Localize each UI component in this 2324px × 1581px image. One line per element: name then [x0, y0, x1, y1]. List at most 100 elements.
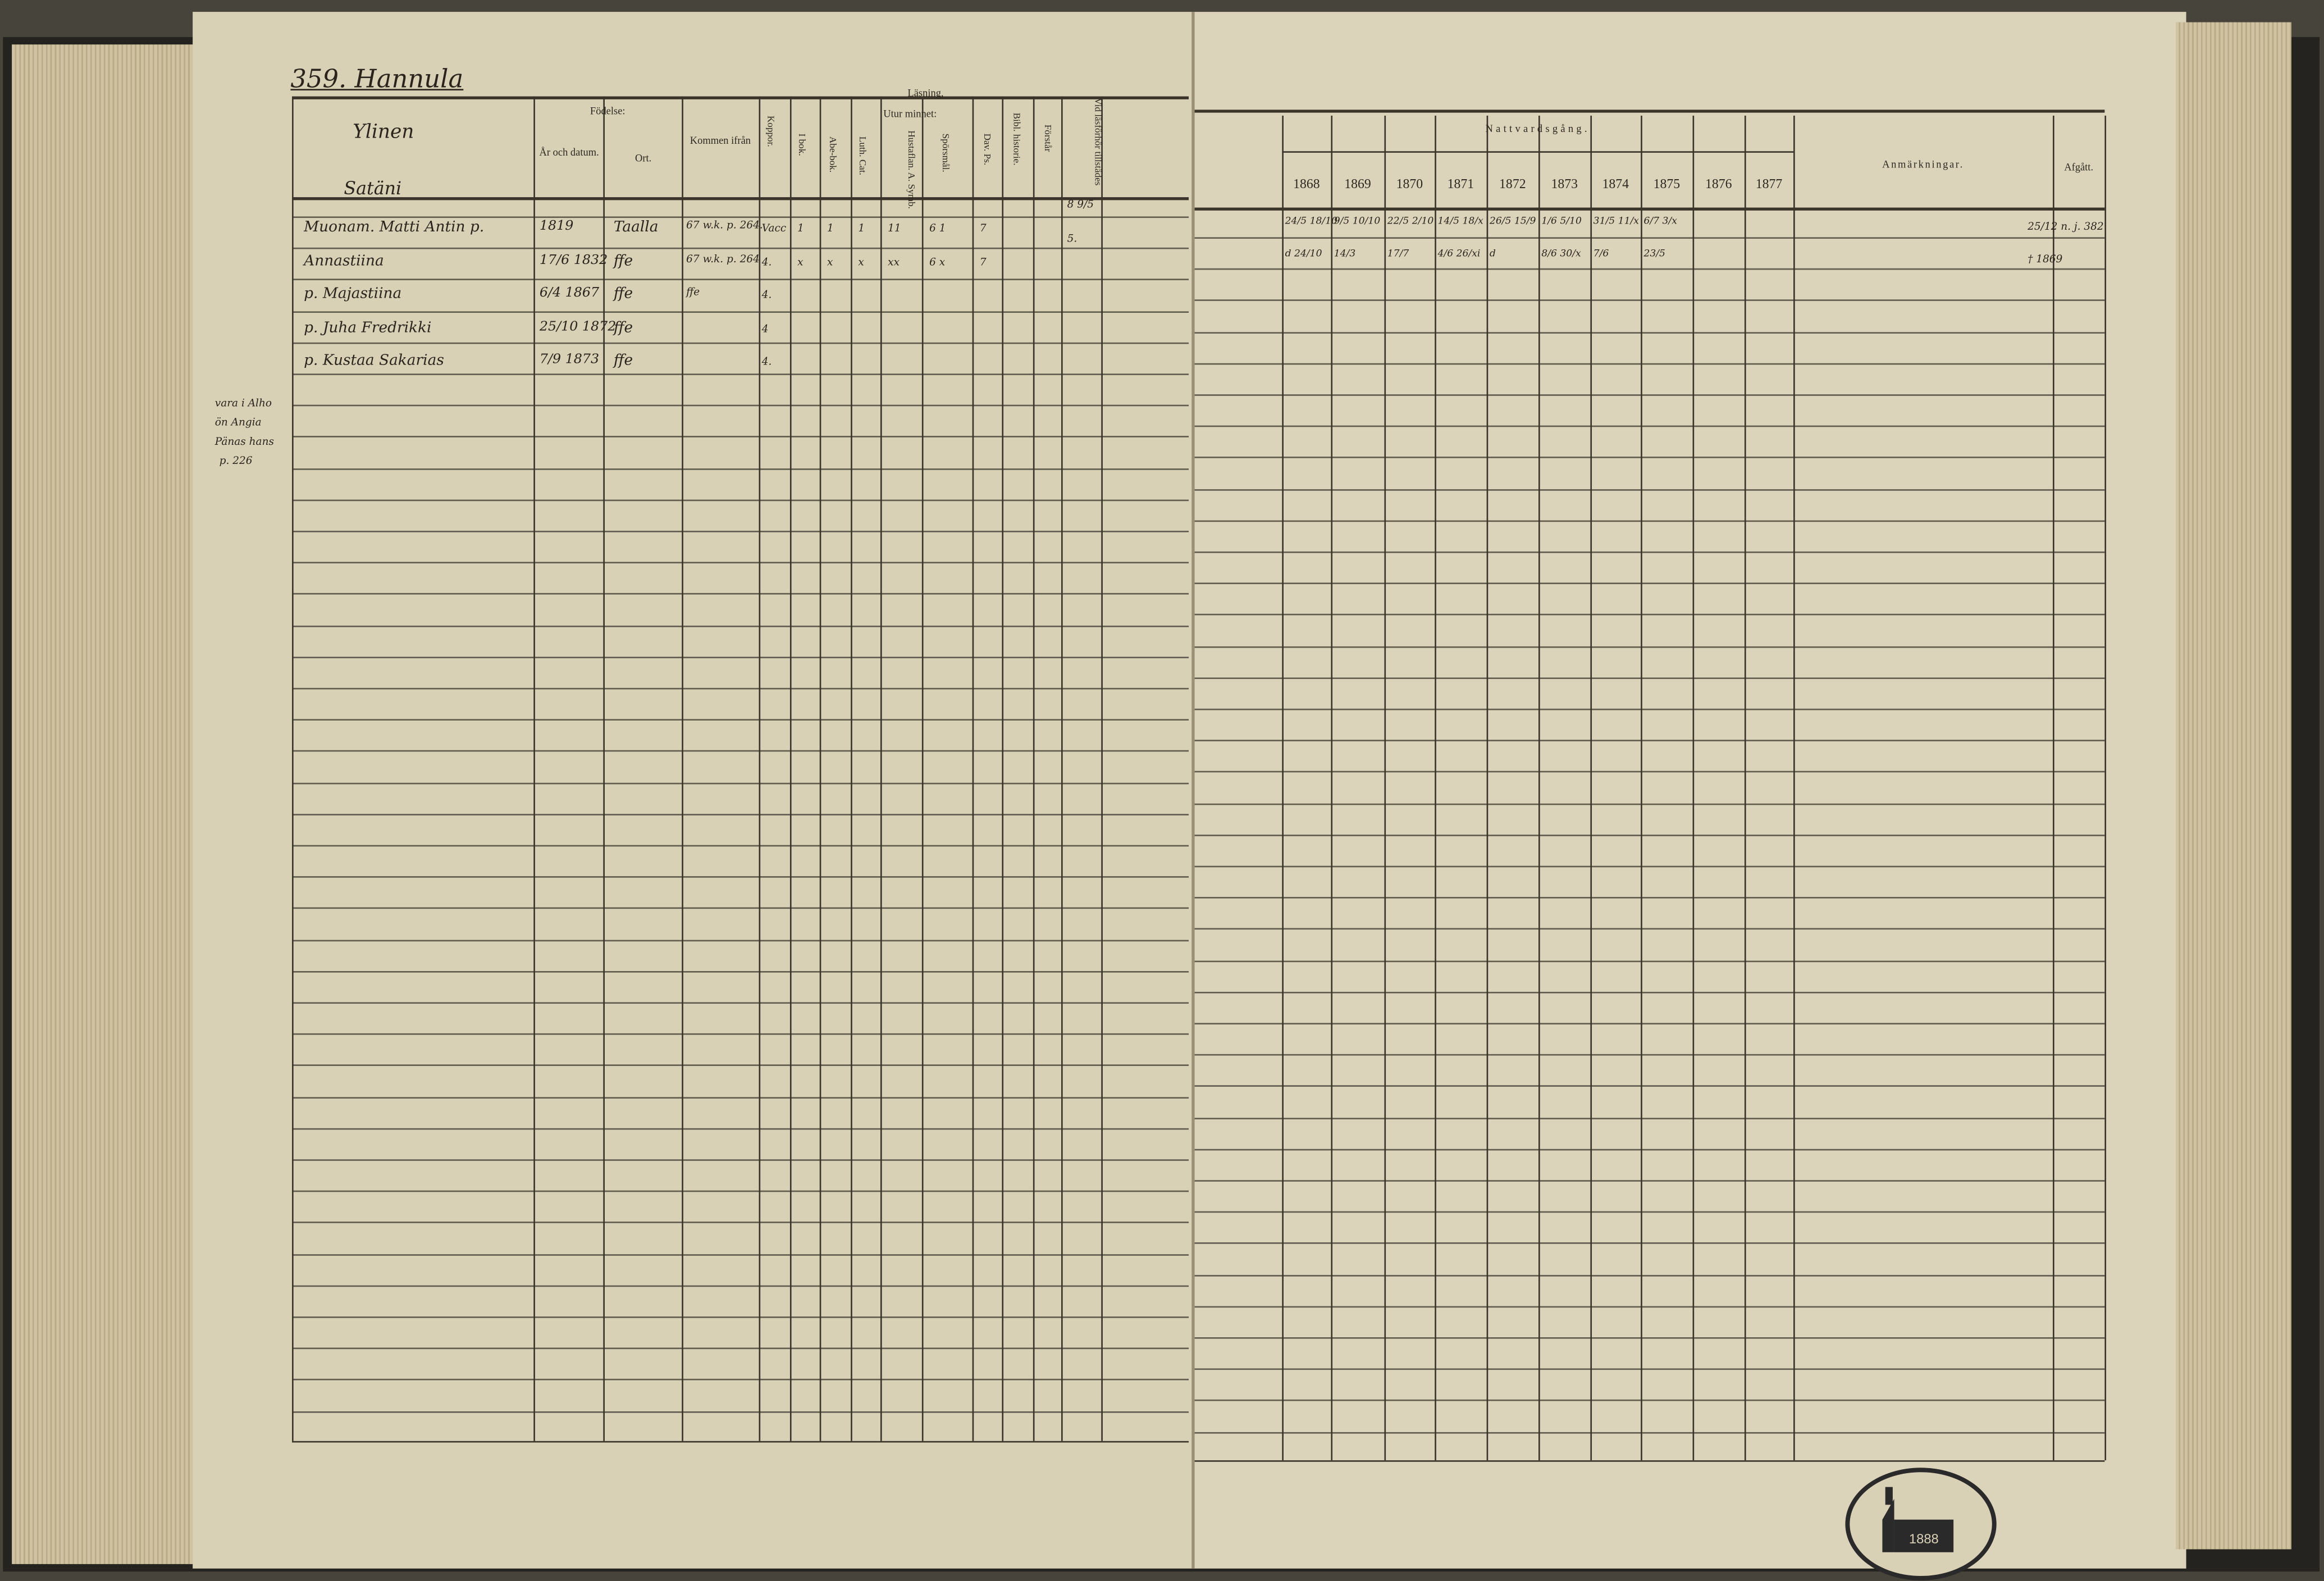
row-rule: [1194, 489, 2105, 490]
header-i-bok: I bok.: [796, 133, 806, 156]
column-rule: [682, 96, 683, 1441]
row-rule: [1194, 363, 2105, 365]
left-page-edges: [12, 44, 212, 1564]
came-from: 67 w.k. p. 264.: [686, 219, 763, 231]
row-rule: [1194, 1180, 2105, 1182]
village-header: Ylinen: [353, 121, 414, 144]
birth-place: Taalla: [613, 219, 659, 236]
household-name: Satäni: [344, 177, 402, 199]
birth-place: ffe: [613, 253, 633, 270]
row-rule: [292, 750, 1189, 753]
reading-mark: x: [827, 256, 833, 268]
column-rule: [2052, 115, 2054, 1461]
year-header: 1870: [1396, 176, 1423, 192]
row-rule: [292, 939, 1189, 941]
row-rule: [1194, 268, 2105, 270]
header-lasning: Läsning,: [907, 87, 944, 99]
communion-date: 17/7: [1387, 247, 1409, 259]
row-rule: [1194, 834, 2105, 836]
reading-mark: x: [797, 256, 803, 268]
person-name: Annastiina: [304, 253, 384, 270]
table-bottom-rule: [1194, 1460, 2105, 1462]
column-rule: [789, 96, 792, 1441]
row-rule: [292, 1191, 1189, 1192]
row-rule: [292, 971, 1189, 973]
header-ar: År och datum.: [539, 147, 599, 159]
row-rule: [1194, 1306, 2105, 1307]
row-rule: [1194, 1117, 2105, 1119]
birth-date: 17/6 1832: [539, 253, 608, 268]
row-rule: [292, 248, 1189, 249]
column-rule: [1538, 115, 1540, 1461]
column-rule: [603, 96, 605, 1441]
row-rule: [1194, 300, 2105, 302]
row-rule: [1194, 1149, 2105, 1150]
row-rule: [292, 1033, 1189, 1036]
smallpox-status: Vacc: [761, 222, 787, 235]
row-rule: [292, 216, 1189, 218]
row-rule: [292, 436, 1189, 438]
column-rule: [1331, 115, 1333, 1461]
church-stamp-icon: 1888: [1882, 1487, 1954, 1552]
header-afgatt: Afgått.: [2064, 161, 2094, 174]
archive-stamp: 1888: [1845, 1468, 1997, 1580]
margin-note: ön Angia: [214, 416, 262, 429]
row-rule: [1194, 1431, 2105, 1433]
right-page-edges: [2176, 22, 2291, 1550]
year-header: 1873: [1551, 176, 1578, 192]
header-dav-ps: Dav. Ps.: [981, 133, 992, 166]
smallpox-status: 4.: [761, 289, 772, 301]
column-rule: [1033, 96, 1035, 1441]
left-page: [193, 12, 1195, 1569]
book-gutter: [1191, 12, 1195, 1569]
header-luth-cat: Luth. Cat.: [856, 136, 867, 175]
communion-date: 1/6 5/10: [1541, 215, 1582, 227]
examination-present: 5.: [1067, 232, 1077, 244]
row-rule: [292, 468, 1189, 470]
year-header: 1876: [1705, 176, 1732, 192]
row-rule: [1194, 740, 2105, 742]
row-rule: [292, 656, 1189, 658]
birth-date: 7/9 1873: [539, 353, 600, 368]
departure-note: † 1869: [2028, 253, 2063, 266]
header-bottom-rule: [292, 197, 1189, 200]
birth-place: ffe: [613, 319, 633, 336]
header-utur-minnet: Utur minnet:: [883, 108, 937, 120]
communion-date: 9/5 10/10: [1334, 215, 1381, 227]
row-rule: [1194, 677, 2105, 679]
column-rule: [1744, 115, 1746, 1461]
margin-note: p. 226: [219, 455, 253, 467]
row-rule: [1194, 582, 2105, 585]
year-header: 1877: [1755, 176, 1783, 192]
reading-mark: 7: [979, 222, 987, 235]
communion-date: 31/5 11/x: [1593, 215, 1639, 227]
row-rule: [1194, 1054, 2105, 1056]
column-rule: [921, 96, 924, 1441]
row-rule: [1194, 426, 2105, 427]
came-from: ffe: [686, 286, 700, 298]
examination-present: 8 9/5: [1067, 198, 1094, 211]
row-rule: [1194, 991, 2105, 994]
row-rule: [1194, 897, 2105, 899]
reading-mark: 6 x: [929, 256, 946, 268]
column-rule: [1435, 115, 1436, 1461]
column-rule: [1692, 115, 1695, 1461]
row-rule: [1194, 394, 2105, 396]
header-koppor: Koppor.: [765, 115, 775, 147]
birth-date: 6/4 1867: [539, 286, 600, 301]
row-rule: [292, 1159, 1189, 1161]
margin-note: Pänas hans: [214, 436, 274, 448]
column-rule: [759, 96, 761, 1441]
reading-mark: x: [858, 256, 864, 268]
column-rule: [533, 96, 535, 1441]
header-top-rule: [292, 96, 1189, 99]
column-rule: [1384, 115, 1386, 1461]
row-rule: [292, 625, 1189, 627]
row-rule: [292, 1410, 1189, 1413]
column-rule: [292, 96, 294, 1441]
column-rule: [1101, 96, 1103, 1441]
person-name: p. Kustaa Sakarias: [304, 353, 444, 370]
row-rule: [1194, 960, 2105, 962]
reading-mark: 7: [979, 256, 987, 268]
communion-date: 8/6 30/x: [1541, 247, 1581, 259]
